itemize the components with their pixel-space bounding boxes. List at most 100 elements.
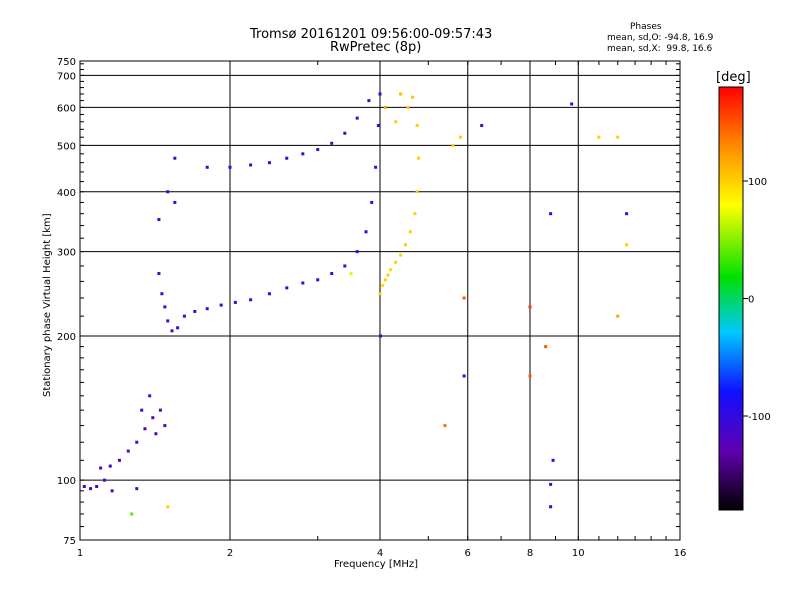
data-point [378, 92, 382, 96]
data-points [82, 92, 629, 516]
data-point [285, 286, 289, 290]
colorbar-unit: [deg] [716, 70, 751, 85]
data-point [173, 156, 177, 160]
data-point [370, 200, 374, 204]
data-point [417, 156, 421, 160]
data-point [205, 307, 209, 311]
data-point [383, 105, 387, 109]
x-tick-label: 16 [674, 548, 687, 559]
phases-o-stats: mean, sd,O: -94.8, 16.9 [607, 33, 714, 43]
phases-heading: Phases [630, 22, 662, 32]
colorbar-tick-label: 0 [748, 295, 754, 306]
x-tick-label: 1 [77, 548, 83, 559]
data-point [89, 487, 93, 491]
y-tick-label: 500 [57, 141, 76, 152]
data-point [163, 305, 167, 309]
y-tick-label: 600 [57, 103, 76, 114]
data-point [99, 466, 103, 470]
y-tick-label: 100 [57, 476, 76, 487]
data-point [549, 482, 553, 486]
data-point [551, 458, 555, 462]
data-point [544, 345, 548, 349]
colorbar-tick-label: 100 [748, 177, 767, 188]
data-point [301, 152, 305, 156]
data-point [166, 190, 170, 194]
data-point [343, 131, 347, 135]
data-point [110, 489, 114, 493]
data-point [443, 424, 447, 428]
data-point [389, 268, 393, 272]
data-point [415, 124, 419, 128]
y-tick-label: 300 [57, 248, 76, 259]
data-point [462, 296, 466, 300]
data-point [148, 394, 152, 398]
data-point [413, 212, 417, 216]
data-point [267, 292, 271, 296]
data-point [267, 161, 271, 165]
data-point [415, 190, 419, 194]
data-point [228, 165, 232, 169]
data-point [394, 120, 398, 124]
data-point [95, 484, 99, 488]
x-tick-label: 6 [465, 548, 471, 559]
x-tick-label: 8 [527, 548, 533, 559]
x-tick-label: 4 [377, 548, 383, 559]
data-point [82, 484, 86, 488]
data-point [316, 278, 320, 282]
data-point [173, 200, 177, 204]
data-point [379, 334, 383, 338]
data-point [378, 292, 382, 296]
data-point [103, 478, 107, 482]
y-tick-label: 700 [57, 71, 76, 82]
data-point [625, 243, 629, 247]
y-tick-label: 75 [63, 536, 76, 547]
grid-lines [80, 61, 680, 540]
data-point [130, 512, 134, 516]
data-point [625, 212, 629, 216]
data-point [143, 427, 147, 431]
data-point [355, 250, 359, 254]
colorbar-tick-label: -100 [748, 412, 771, 423]
data-point [182, 314, 186, 318]
y-tick-label: 400 [57, 188, 76, 199]
data-point [411, 95, 415, 99]
data-point [163, 424, 167, 428]
data-point [458, 135, 462, 139]
data-point [376, 124, 380, 128]
data-point [233, 300, 237, 304]
x-tick-label: 10 [572, 548, 585, 559]
data-point [364, 230, 368, 234]
data-point [154, 432, 158, 436]
data-point [549, 212, 553, 216]
data-point [158, 408, 162, 412]
data-point [349, 272, 353, 276]
data-point [399, 253, 403, 257]
phases-x-stats: mean, sd,X: 99.8, 16.6 [607, 44, 713, 54]
data-point [301, 281, 305, 285]
data-point [285, 156, 289, 160]
data-point [451, 143, 455, 147]
data-point [157, 272, 161, 276]
data-point [249, 298, 253, 302]
colorbar [718, 86, 744, 511]
data-point [462, 374, 466, 378]
chart-subtitle: RwPretec (8p) [330, 40, 422, 55]
data-point [480, 124, 484, 128]
colorbar-ticks: 100 0 -100 [743, 177, 771, 423]
data-point [108, 464, 112, 468]
data-point [367, 99, 371, 103]
data-point [528, 374, 532, 378]
data-point [408, 230, 412, 234]
data-point [135, 487, 139, 491]
x-tick-label: 2 [227, 548, 233, 559]
data-point [151, 416, 155, 420]
data-point [403, 243, 407, 247]
data-point [330, 272, 334, 276]
data-point [549, 505, 553, 509]
data-point [249, 163, 253, 167]
data-point [381, 283, 385, 287]
data-point [170, 329, 174, 333]
data-point [135, 440, 139, 444]
data-point [160, 292, 164, 296]
